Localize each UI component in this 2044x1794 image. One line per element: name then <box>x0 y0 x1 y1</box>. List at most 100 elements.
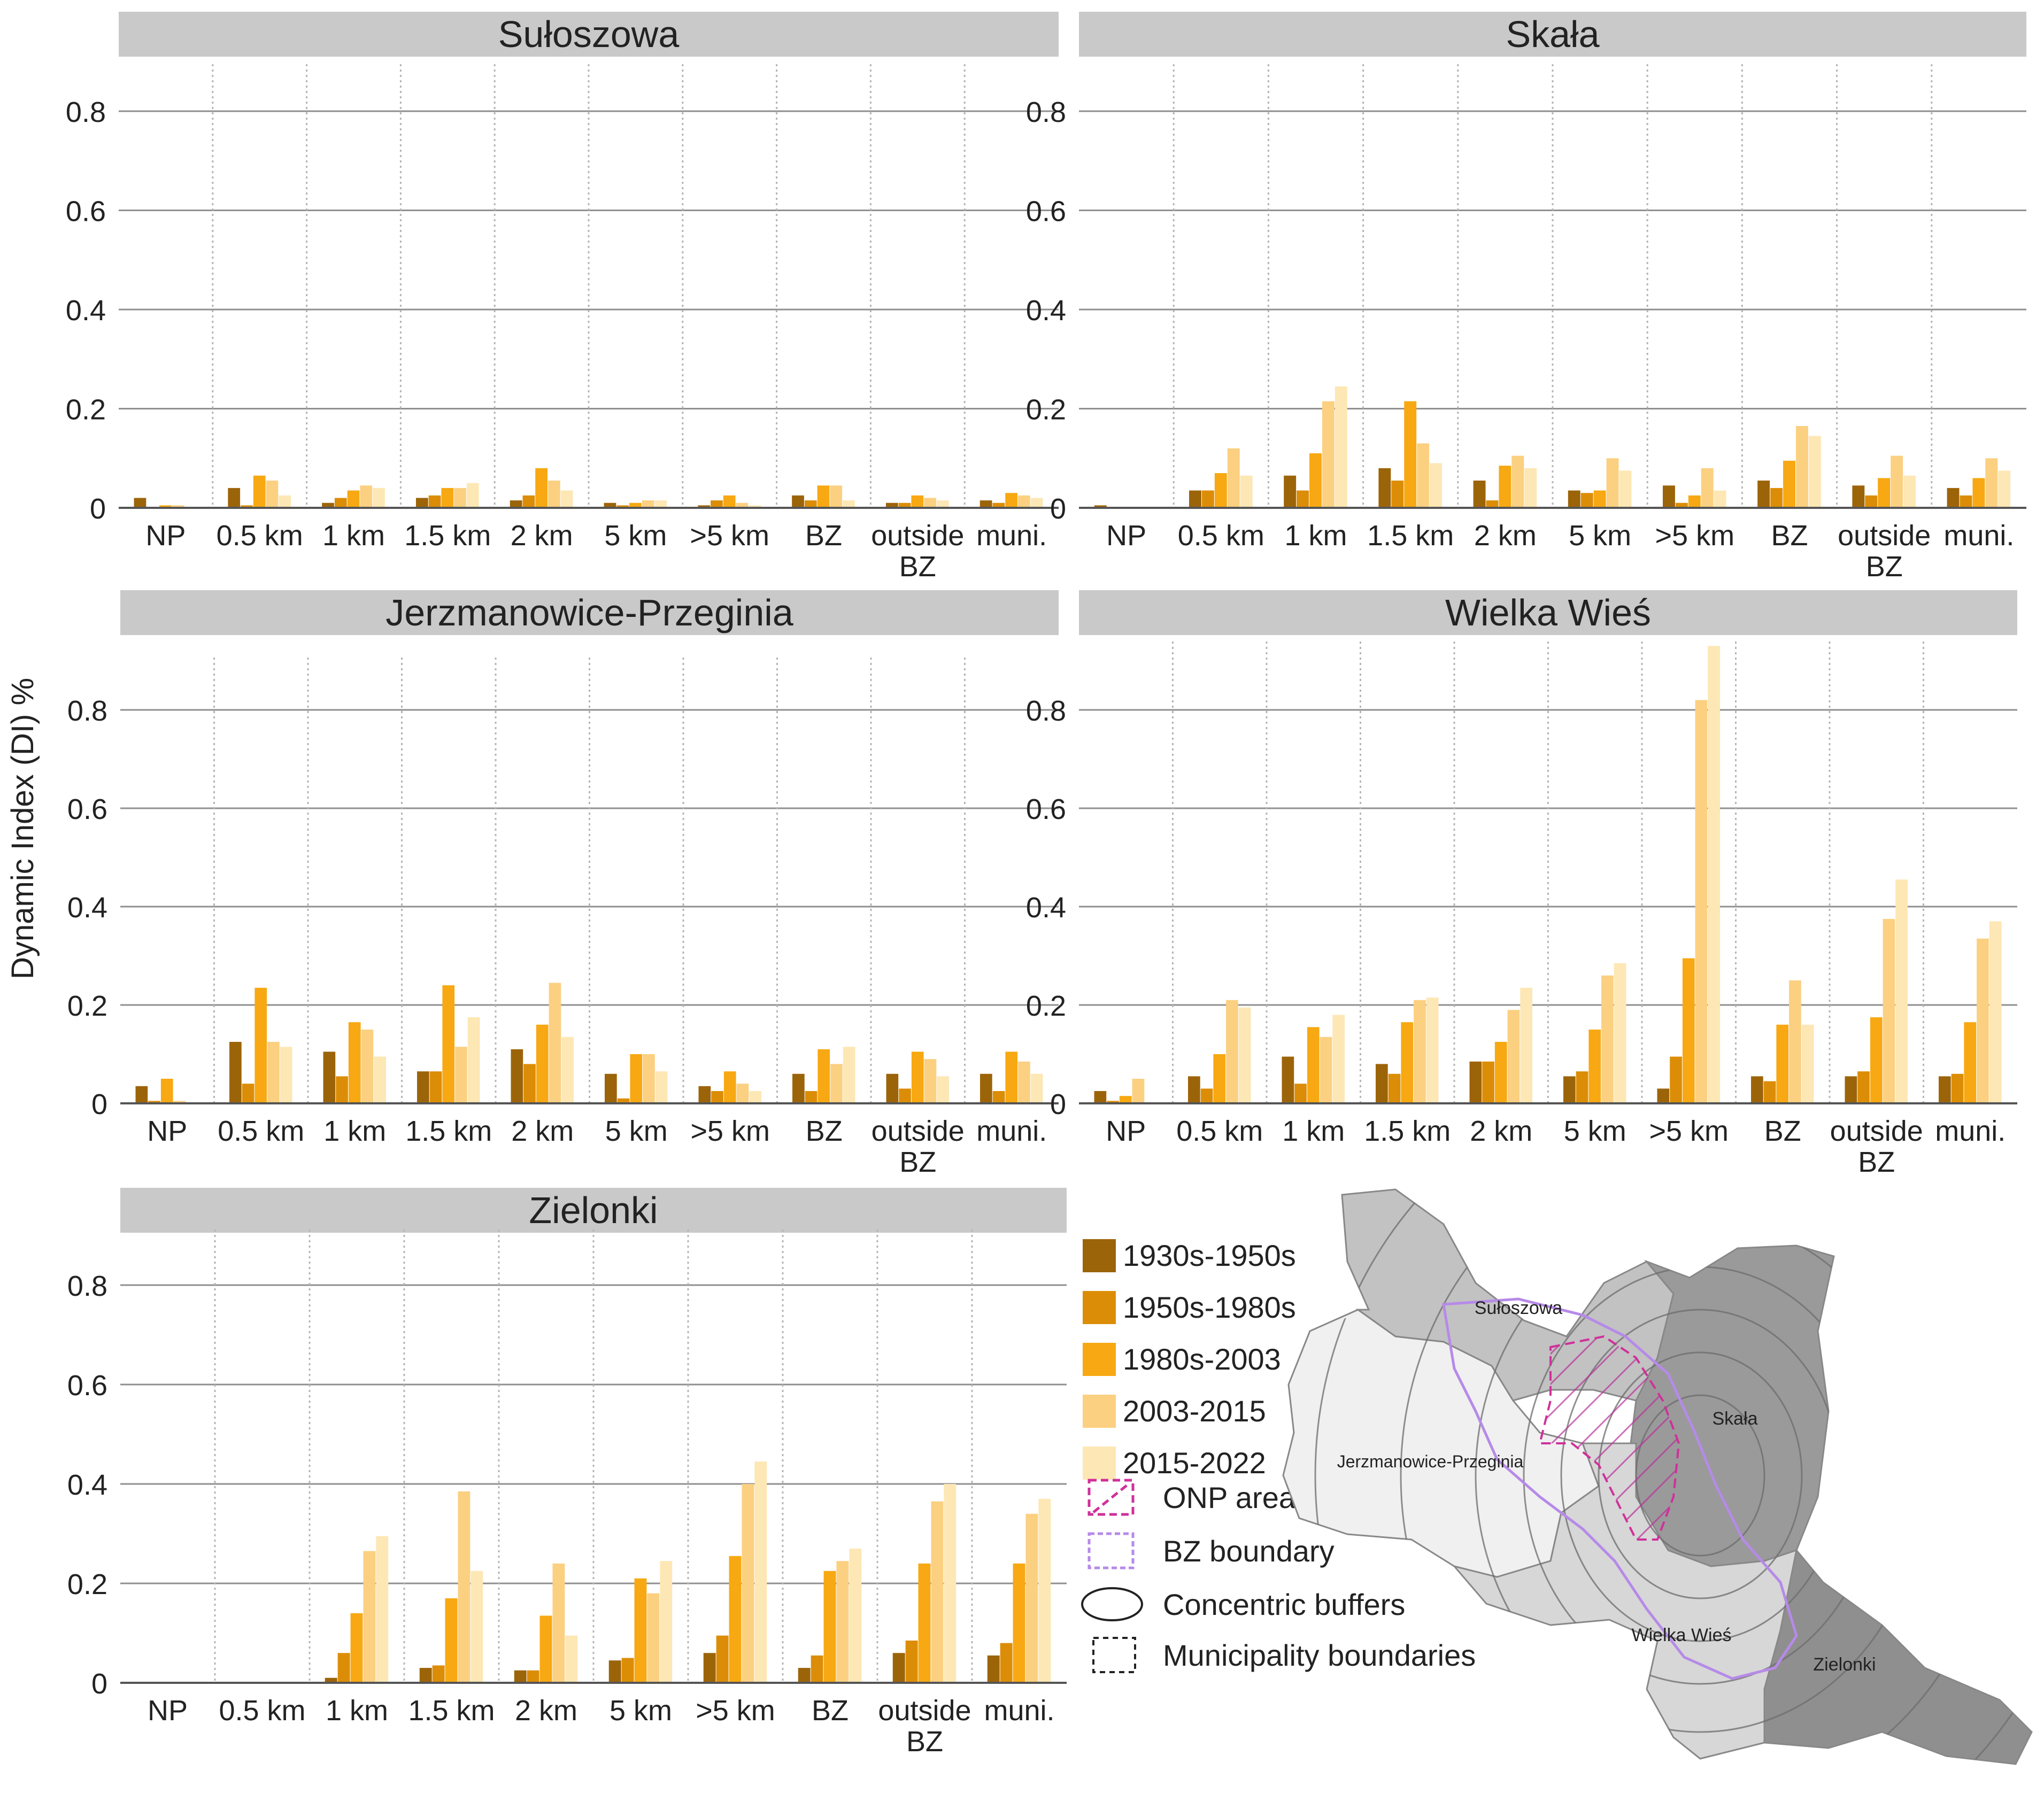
bar-1950s-1980s-outside BZ <box>1865 495 1878 508</box>
bar-2003-2015-2 km <box>552 1563 565 1683</box>
x-tick-label: outside <box>878 1695 971 1727</box>
bar-1930s-1950s-outside BZ <box>892 1653 905 1683</box>
bar-1950s-1980s-outside BZ <box>905 1640 918 1683</box>
y-tick-label: 0.4 <box>1026 892 1066 924</box>
panel-1: Skała 0 0.2 0.4 0.6 0.8 NP 0.5 km 1 km 1.5 km 2 km… <box>1026 12 2026 583</box>
bar-2015-2022-muni. <box>1038 1498 1051 1683</box>
bar-2003-2015-muni. <box>1018 1061 1030 1103</box>
map-label-wielka-wies: Wielka Wieś <box>1631 1625 1731 1645</box>
bar-1980s-2003-2 km <box>1494 1042 1507 1103</box>
bar-1980s-2003-1 km <box>350 1613 363 1683</box>
bar-1930s-1950s-5 km <box>1568 490 1580 508</box>
bar-2015-2022-1 km <box>1335 386 1347 508</box>
y-tick-label: 0.2 <box>66 394 106 426</box>
bar-1930s-1950s->5 km <box>1657 1088 1670 1103</box>
bar-1950s-1980s-5 km <box>616 505 629 508</box>
bar-1980s-2003-0.5 km <box>1214 473 1227 508</box>
bar-1930s-1950s-1.5 km <box>1378 468 1391 508</box>
bar-2003-2015-outside BZ <box>924 1059 937 1103</box>
bar-2015-2022-2 km <box>560 490 573 508</box>
x-tick-label: BZ <box>812 1695 849 1727</box>
bar-2003-2015-NP <box>173 1101 186 1103</box>
y-tick-label: 0.6 <box>67 793 107 825</box>
legend: 1930s-1950s 1950s-1980s 1980s-2003 2003-201… <box>1081 1239 1476 1673</box>
x-tick-label: BZ <box>906 1726 943 1758</box>
bar-2015-2022-outside BZ <box>936 500 949 508</box>
bar-2003-2015-1.5 km <box>455 1047 467 1103</box>
x-tick-label: 1 km <box>323 1115 386 1147</box>
bar-1980s-2003-1 km <box>347 490 360 508</box>
bar-1930s-1950s-1 km <box>325 1677 337 1683</box>
bar-2003-2015-BZ <box>830 485 843 508</box>
bar-1950s-1980s-muni. <box>1960 495 1972 508</box>
legend-label: 1980s-2003 <box>1123 1342 1281 1376</box>
bar-2015-2022-0.5 km <box>1238 1007 1251 1103</box>
y-tick-label: 0.2 <box>1026 990 1066 1022</box>
bar-1980s-2003->5 km <box>1682 958 1695 1103</box>
bar-2015-2022->5 km <box>1714 490 1726 508</box>
x-tick-label: NP <box>1106 1115 1146 1147</box>
bar-1930s-1950s-BZ <box>1751 1076 1763 1103</box>
bar-2015-2022-muni. <box>1998 470 2011 508</box>
bar-1980s-2003-muni. <box>1005 493 1017 508</box>
bar-1930s-1950s-5 km <box>605 1073 617 1103</box>
bar-1950s-1980s->5 km <box>711 500 723 508</box>
bar-1950s-1980s-5 km <box>1576 1071 1588 1103</box>
bar-1930s-1950s-1.5 km <box>419 1668 432 1683</box>
bar-2003-2015-0.5 km <box>1227 448 1240 508</box>
legend-swatch <box>1083 1395 1116 1428</box>
y-tick-label: 0.4 <box>67 892 107 924</box>
x-tick-label: muni. <box>984 1695 1054 1727</box>
x-tick-label: 1.5 km <box>1364 1115 1451 1147</box>
bar-1950s-1980s-muni. <box>992 1091 1005 1103</box>
bar-1930s-1950s-outside BZ <box>1845 1076 1857 1103</box>
bar-2015-2022-outside BZ <box>1903 475 1916 508</box>
bar-1950s-1980s-2 km <box>522 495 535 508</box>
x-tick-label: muni. <box>1943 520 2014 552</box>
x-tick-label: >5 km <box>690 1115 770 1147</box>
bar-1950s-1980s-BZ <box>811 1655 823 1683</box>
bar-2015-2022-muni. <box>1030 1073 1043 1103</box>
y-tick-label: 0 <box>1050 1088 1066 1120</box>
bar-1950s-1980s-1.5 km <box>432 1665 445 1683</box>
bar-2003-2015->5 km <box>736 502 749 508</box>
x-tick-label: 2 km <box>515 1695 577 1727</box>
x-tick-label: >5 km <box>1649 1115 1729 1147</box>
bar-1950s-1980s-1.5 km <box>429 1071 442 1103</box>
x-tick-label: 1 km <box>326 1695 388 1727</box>
y-tick-label: 0.8 <box>67 695 107 727</box>
bar-2015-2022-BZ <box>1808 436 1821 508</box>
y-tick-label: 0.8 <box>1026 695 1066 727</box>
bar-2003-2015-outside BZ <box>924 498 936 508</box>
bar-2015-2022-muni. <box>1989 921 2002 1103</box>
bar-2003-2015-BZ <box>1795 426 1808 508</box>
bar-1930s-1950s-1.5 km <box>415 498 428 508</box>
bar-1980s-2003-1.5 km <box>1404 401 1417 508</box>
y-tick-label: 0.8 <box>66 96 106 128</box>
x-tick-label: 0.5 km <box>1176 1115 1263 1147</box>
x-tick-label: 1.5 km <box>404 520 491 552</box>
bar-1980s-2003-2 km <box>535 468 547 508</box>
x-tick-label: outside <box>871 520 964 552</box>
bar-1950s-1980s-0.5 km <box>241 505 253 508</box>
y-axis-label: Dynamic Index (DI) % <box>5 678 40 979</box>
bar-1980s-2003-1.5 km <box>1401 1022 1414 1103</box>
bar-1950s-1980s-outside BZ <box>1857 1071 1870 1103</box>
bar-2015-2022-1 km <box>1332 1015 1345 1103</box>
study-area-map: Sułoszowa Skała Jerzmanowice-Przeginia W… <box>1282 1188 2033 1765</box>
bar-1980s-2003-BZ <box>823 1571 836 1683</box>
y-tick-label: 0 <box>90 493 106 525</box>
bar-2015-2022-BZ <box>849 1548 862 1683</box>
x-tick-label: muni. <box>976 520 1047 552</box>
bar-2015-2022-1.5 km <box>466 483 479 508</box>
bar-1930s-1950s-outside BZ <box>1852 485 1865 508</box>
bar-1980s-2003-muni. <box>1005 1051 1018 1103</box>
bar-1980s-2003-5 km <box>1593 490 1606 508</box>
bar-2015-2022-1.5 km <box>470 1571 483 1683</box>
dashed-hatched-magenta-square-icon <box>1087 1479 1135 1516</box>
bar-1930s-1950s-5 km <box>608 1660 621 1683</box>
bar-2015-2022-0.5 km <box>279 495 291 508</box>
bar-1930s-1950s-2 km <box>510 500 522 508</box>
bar-1980s-2003-outside BZ <box>911 1051 924 1103</box>
bar-1980s-2003-1.5 km <box>445 1598 458 1683</box>
